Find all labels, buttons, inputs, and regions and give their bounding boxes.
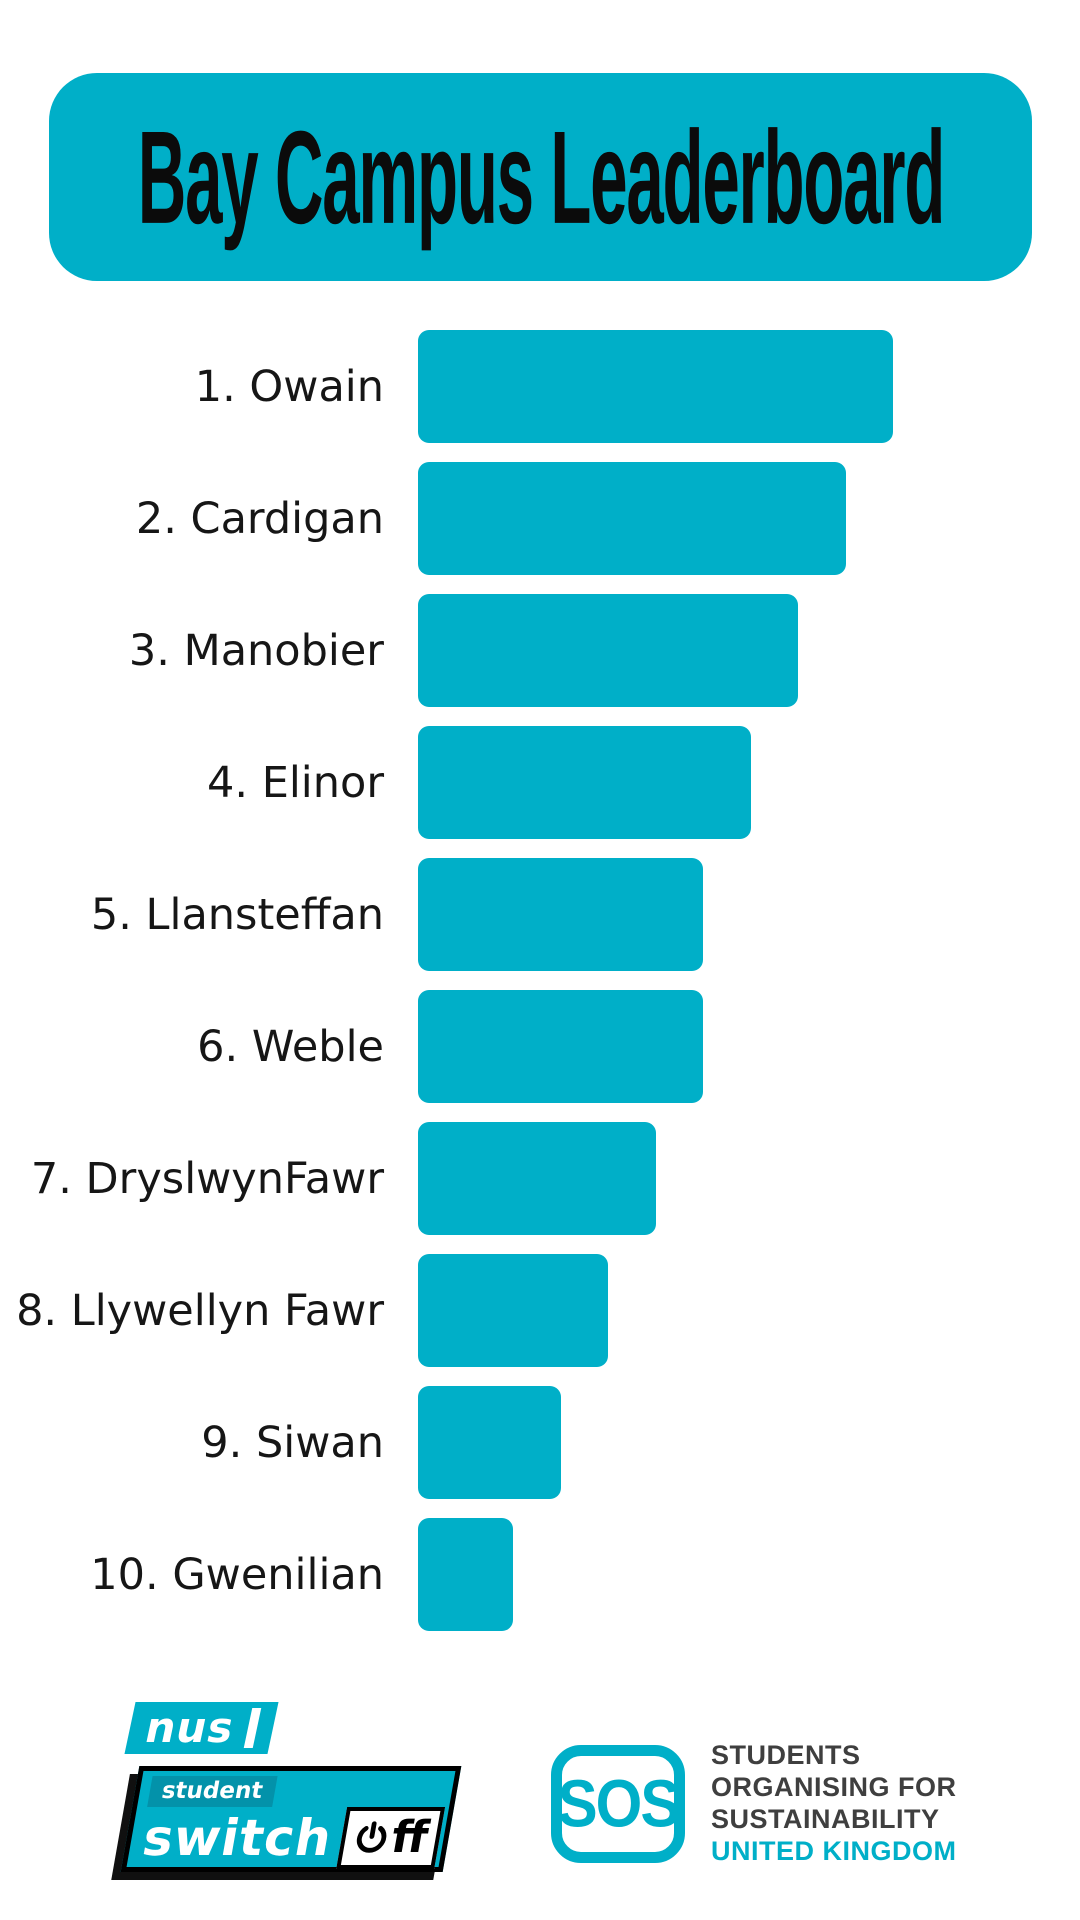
team-bar <box>418 858 703 971</box>
team-label: 10. Gwenilian <box>90 1549 384 1600</box>
team-label: 1. Owain <box>194 361 384 412</box>
leaderboard-row: 6. Weble <box>0 990 1080 1103</box>
leaderboard-row: 5. Llansteffan <box>0 858 1080 971</box>
sos-logo: SOS STUDENTS ORGANISING FOR SUSTAINABILI… <box>551 1740 957 1867</box>
nus-slash-mark <box>243 1708 262 1748</box>
sos-acronym: SOS <box>557 1766 681 1842</box>
student-switch-off-logo: student switch ff <box>120 1766 462 1872</box>
team-bar <box>418 1122 656 1235</box>
leaderboard-row: 7. DryslwynFawr <box>0 1122 1080 1235</box>
sos-line-3: SUSTAINABILITY <box>711 1803 940 1834</box>
team-label: 7. DryslwynFawr <box>30 1153 384 1204</box>
bar-track <box>418 1122 893 1235</box>
sos-wordmark: STUDENTS ORGANISING FOR SUSTAINABILITY U… <box>711 1740 957 1867</box>
bar-track <box>418 990 893 1103</box>
team-bar <box>418 1254 608 1367</box>
leaderboard-row: 1. Owain <box>0 330 1080 443</box>
switch-label: switch <box>138 1809 337 1867</box>
page-title: Bay Campus Leaderboard <box>137 103 945 251</box>
bar-track <box>418 1386 893 1499</box>
team-label: 3. Manobier <box>128 625 384 676</box>
team-bar <box>418 1386 561 1499</box>
bar-track <box>418 1518 893 1631</box>
bar-track <box>418 858 893 971</box>
team-bar <box>418 462 846 575</box>
team-bar <box>418 594 798 707</box>
off-suffix-label: ff <box>387 1812 433 1863</box>
bar-track <box>418 330 893 443</box>
leaderboard-row: 2. Cardigan <box>0 462 1080 575</box>
team-bar <box>418 990 703 1103</box>
sos-line-2: ORGANISING FOR <box>711 1771 957 1802</box>
bar-track <box>418 1254 893 1367</box>
team-label: 6. Weble <box>197 1021 384 1072</box>
leaderboard-row: 9. Siwan <box>0 1386 1080 1499</box>
team-label: 2. Cardigan <box>135 493 384 544</box>
leaderboard-row: 8. Llywellyn Fawr <box>0 1254 1080 1367</box>
team-bar <box>418 726 751 839</box>
bar-track <box>418 462 893 575</box>
switch-off-row: switch ff <box>138 1807 446 1869</box>
team-bar <box>418 1518 513 1631</box>
team-bar <box>418 330 893 443</box>
leaderboard-row: 4. Elinor <box>0 726 1080 839</box>
team-label: 8. Llywellyn Fawr <box>16 1285 384 1336</box>
leaderboard-title-banner: Bay Campus Leaderboard <box>49 73 1032 281</box>
bar-track <box>418 594 893 707</box>
student-label: student <box>147 1776 278 1807</box>
sos-country-label: UNITED KINGDOM <box>711 1835 957 1866</box>
team-label: 4. Elinor <box>207 757 384 808</box>
nus-logo-text: nus <box>140 1703 240 1752</box>
team-label: 5. Llansteffan <box>90 889 384 940</box>
team-label: 9. Siwan <box>201 1417 384 1468</box>
power-icon <box>351 1820 393 1856</box>
leaderboard: 1. Owain 2. Cardigan 3. Manobier 4. Elin… <box>0 330 1080 1650</box>
leaderboard-row: 3. Manobier <box>0 594 1080 707</box>
nus-logo: nus <box>124 1702 279 1754</box>
bar-track <box>418 726 893 839</box>
sos-icon: SOS <box>551 1744 685 1863</box>
leaderboard-row: 10. Gwenilian <box>0 1518 1080 1631</box>
sos-line-1: STUDENTS <box>711 1740 861 1770</box>
off-badge: ff <box>336 1807 446 1869</box>
